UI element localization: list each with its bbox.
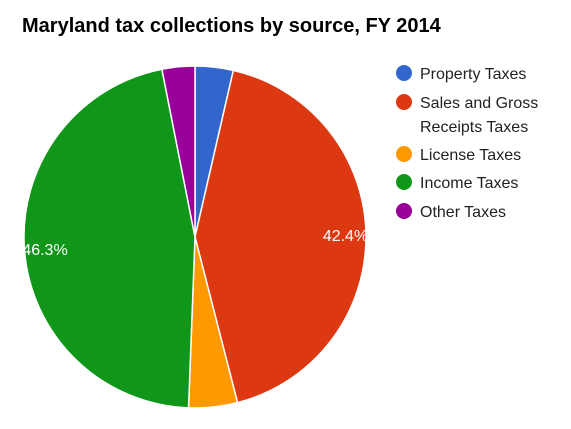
pie-slice-income-taxes xyxy=(23,68,196,409)
pie-slices xyxy=(23,65,367,409)
legend-marker-property-taxes xyxy=(396,65,412,81)
pie-data-labels: 42.4% 46.3% xyxy=(22,228,368,259)
legend-marker-other-taxes xyxy=(396,203,412,219)
legend-item-property-taxes[interactable]: Property Taxes xyxy=(396,65,526,83)
legend-label-sales-and-gross-receipts-taxes: Sales and Gross Receipts Taxes xyxy=(420,95,538,136)
legend: Property Taxes Sales and Gross Receipts Ta… xyxy=(396,65,538,221)
legend-label-income-taxes: Income Taxes xyxy=(420,175,518,192)
legend-marker-income-taxes xyxy=(396,174,412,190)
legend-marker-license-taxes xyxy=(396,146,412,162)
legend-label-other-taxes: Other Taxes xyxy=(420,204,506,221)
legend-item-income-taxes[interactable]: Income Taxes xyxy=(396,174,518,192)
legend-marker-sales-and-gross-receipts-taxes xyxy=(396,94,412,110)
data-label-income-taxes: 46.3% xyxy=(22,242,67,259)
chart-title: Maryland tax collections by source, FY 2… xyxy=(22,15,442,37)
pie-slice-sales-and-gross-receipts-taxes xyxy=(194,69,367,404)
legend-item-sales-and-gross-receipts-taxes[interactable]: Sales and Gross Receipts Taxes xyxy=(396,94,538,136)
legend-label-property-taxes: Property Taxes xyxy=(420,66,526,83)
data-label-sales-and-gross-receipts-taxes: 42.4% xyxy=(323,228,368,245)
legend-label-license-taxes: License Taxes xyxy=(420,147,521,164)
legend-item-other-taxes[interactable]: Other Taxes xyxy=(396,203,506,221)
legend-item-license-taxes[interactable]: License Taxes xyxy=(396,146,521,164)
pie-slice-other-taxes xyxy=(161,65,196,238)
